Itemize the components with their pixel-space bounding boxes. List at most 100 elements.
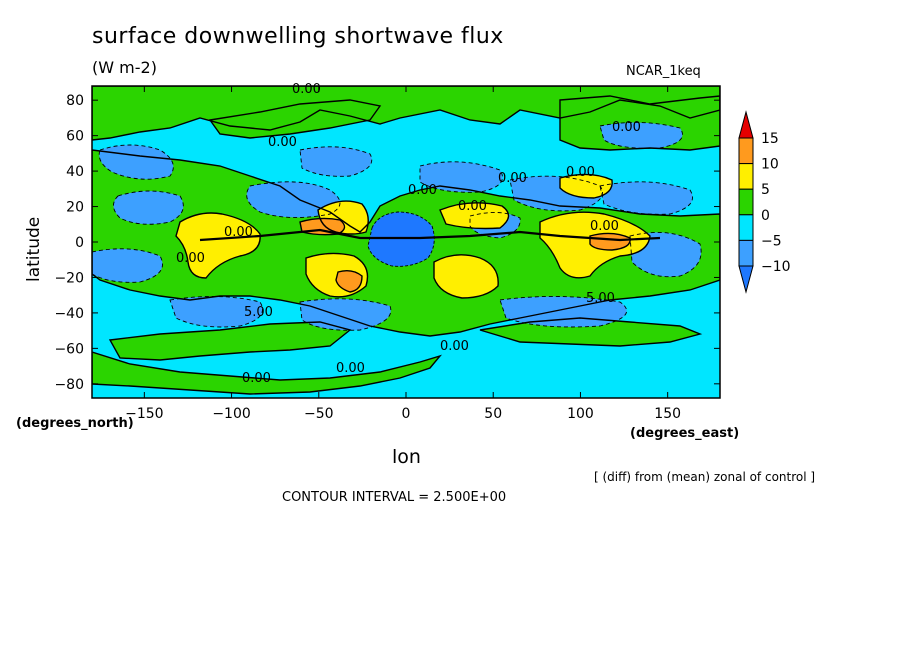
x-tick-label: 50 [484, 406, 502, 422]
region-10-15-1 [336, 270, 362, 292]
contour-label: 0.00 [612, 120, 641, 135]
y-tick-label: 60 [66, 129, 84, 145]
contour-solid-6 [208, 99, 382, 139]
region-neg10-neg5-8 [92, 248, 163, 283]
contour-solid-2 [108, 321, 352, 361]
contour-interval: CONTOUR INTERVAL = 2.500E+00 [282, 490, 507, 505]
region-5-10-4 [440, 202, 509, 229]
contour-label: 0.00 [408, 183, 437, 198]
colorbar-level-label: 10 [761, 157, 779, 173]
contour-equatorial-band [199, 228, 661, 242]
x-axis-label: lon [392, 446, 421, 468]
contour-labels: 0.00 0.00 0.00 0.00 0.00 0.00 0.00 0.00 0.00 5.00… [176, 82, 641, 386]
colorbar-arrow-bottom [738, 265, 754, 294]
region-5-10-3 [434, 254, 499, 298]
x-axis-units: (degrees_east) [630, 426, 740, 441]
contour-solid-8 [317, 200, 369, 235]
colorbar-level-label: 15 [761, 131, 779, 147]
region-5-10-0 [176, 213, 261, 278]
contour-dashed-10 [299, 298, 392, 331]
colorbar-arrow-top [738, 110, 754, 139]
region-neg10-neg5-9 [170, 296, 263, 327]
contour-solid-11 [439, 202, 510, 230]
colorbar-band--10_to_-5 [738, 239, 754, 267]
axes: −150 −100 −50 0 50 100 150 −80 −60 −40 −20 0 20 40 60 8… [54, 86, 720, 422]
contour-solid-14 [299, 217, 346, 236]
diff-note: [ (diff) from (mean) zonal of control ] [594, 470, 816, 484]
y-tick-label: −20 [54, 270, 84, 286]
y-tick-label: 0 [75, 235, 84, 251]
contour-label: 0.00 [458, 199, 487, 214]
contour-dashed-3 [299, 146, 373, 177]
units-label: (W m-2) [92, 58, 157, 77]
contour-dashed-6 [599, 181, 693, 215]
x-tick-label: 100 [567, 406, 594, 422]
contour-solid-5 [559, 95, 720, 151]
region-neg10-neg5-2 [246, 181, 340, 218]
contour-solid-16 [589, 232, 631, 251]
contour-dashed-9 [169, 296, 263, 328]
contour-solid-0 [92, 86, 720, 141]
contour-dashed-13 [469, 212, 521, 239]
colorbar-level-label: 0 [761, 208, 770, 224]
contour-label: 5.00 [244, 305, 273, 320]
contour-label: 0.00 [498, 171, 527, 186]
y-tick-label: −80 [54, 377, 84, 393]
y-tick-label: −40 [54, 306, 84, 322]
contour-label: 0.00 [242, 371, 271, 386]
y-tick-label: 20 [66, 200, 84, 216]
y-tick-label: 80 [66, 93, 84, 109]
contour-label: 0.00 [566, 165, 595, 180]
region-below-neg10 [368, 212, 435, 267]
contour-solid-10 [433, 254, 499, 299]
y-tick-label: −60 [54, 341, 84, 357]
contour-solid-12 [539, 211, 651, 279]
colorbar-level-label: −5 [761, 233, 782, 249]
chart-title: surface downwelling shortwave flux [92, 24, 504, 49]
contour-dashed-0 [98, 144, 174, 180]
colorbar-level-label: 5 [761, 182, 770, 198]
colorbar: 15 10 5 0 −5 −10 [738, 110, 791, 294]
contour-label: 0.00 [590, 219, 619, 234]
contour-label: 0.00 [224, 225, 253, 240]
colorbar-band-10_to_15 [738, 137, 754, 165]
contour-dashed-11 [499, 295, 628, 328]
contour-solid-15 [335, 269, 363, 293]
contour-dashed-1 [113, 190, 184, 225]
colorbar-band-5_to_10 [738, 163, 754, 190]
colorbar-band--5_to_0 [738, 214, 754, 241]
contour-solid-13 [559, 173, 613, 199]
region-0-5-4 [92, 352, 440, 394]
contour-lines [92, 86, 720, 395]
contour-label: 0.00 [336, 361, 365, 376]
contour-label: 0.00 [268, 135, 297, 150]
y-tick-label: 40 [66, 164, 84, 180]
contour-solid-1 [92, 149, 720, 337]
region-0-5-2 [110, 322, 350, 360]
region-5-10-6 [560, 174, 613, 198]
region-neg10-neg5-3 [300, 146, 372, 177]
contour-dashed-8 [92, 248, 163, 283]
x-tick-label: 150 [654, 406, 681, 422]
contour-solid-4 [92, 351, 443, 395]
run-label: NCAR_1keq [626, 64, 701, 79]
y-axis-label: latitude [24, 216, 44, 282]
contour-dashed-2 [246, 181, 341, 219]
contour-dashed-4 [419, 161, 503, 193]
contour-dashed-7 [629, 231, 702, 278]
contour-dashed-12 [599, 122, 683, 149]
contour-solid-7 [175, 212, 261, 279]
region-neg10-neg5-4 [420, 161, 503, 193]
region-0-5-3 [480, 318, 700, 346]
contour-label: 0.00 [176, 251, 205, 266]
contour-label: 0.00 [440, 339, 469, 354]
colorbar-level-label: −10 [761, 259, 791, 275]
contour-solid-3 [479, 317, 703, 347]
x-tick-label: −150 [125, 406, 163, 422]
x-tick-label: −50 [304, 406, 334, 422]
region-neg10-neg5-6 [600, 181, 693, 215]
y-axis-units: (degrees_north) [16, 416, 134, 431]
region-neg10-neg5-1 [113, 191, 184, 225]
contour-solid-9 [305, 252, 369, 298]
